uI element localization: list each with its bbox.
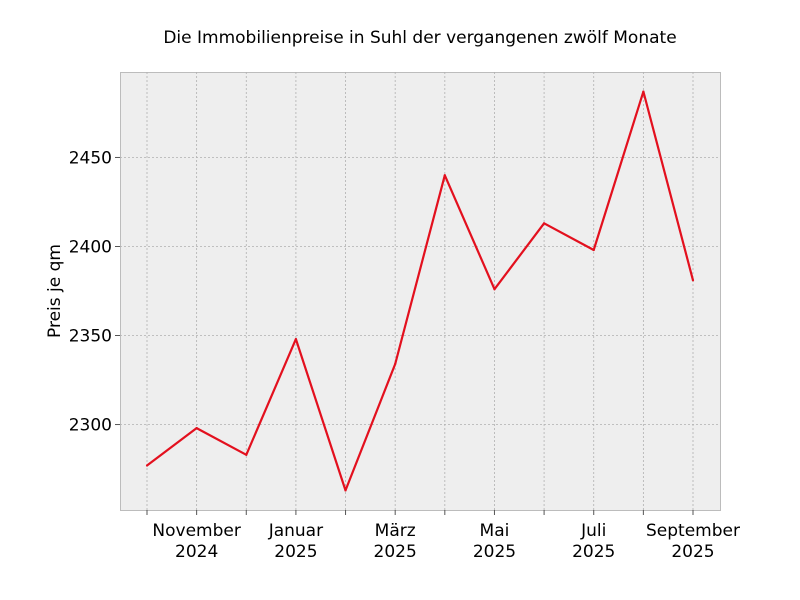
plot-area	[120, 72, 721, 511]
series-layer	[145, 90, 695, 492]
chart-title: Die Immobilienpreise in Suhl der vergang…	[163, 28, 676, 48]
series-line	[146, 90, 695, 492]
x-tick-label: Mai 2025	[473, 521, 516, 562]
x-tick-label: Januar 2025	[268, 521, 323, 562]
y-axis: 2300 2350 2400 2450	[69, 148, 120, 436]
y-tick-label: 2300	[69, 416, 112, 436]
data-point	[443, 174, 446, 177]
data-point	[145, 464, 149, 467]
data-point	[294, 337, 298, 341]
data-point	[245, 453, 248, 456]
y-tick-label: 2450	[69, 148, 112, 168]
y-tick-label: 2350	[69, 327, 112, 347]
data-point	[394, 362, 397, 366]
y-tick-label: 2400	[69, 237, 112, 257]
data-point	[195, 426, 198, 430]
x-tick-label: März 2025	[374, 521, 417, 562]
x-axis: November 2024 Januar 2025 März 2025 Mai 2025 Jul…	[146, 510, 740, 562]
x-tick-label: September 2025	[646, 521, 740, 562]
data-point	[493, 288, 496, 291]
y-axis-label: Preis je qm	[45, 244, 65, 338]
data-point	[542, 222, 546, 225]
data-point	[592, 248, 595, 252]
data-point	[344, 489, 347, 492]
grid-layer	[120, 72, 720, 510]
data-point	[691, 279, 695, 282]
x-tick-label: November 2024	[152, 521, 240, 562]
x-tick-label: Juli 2025	[572, 521, 615, 562]
data-point	[642, 90, 645, 93]
